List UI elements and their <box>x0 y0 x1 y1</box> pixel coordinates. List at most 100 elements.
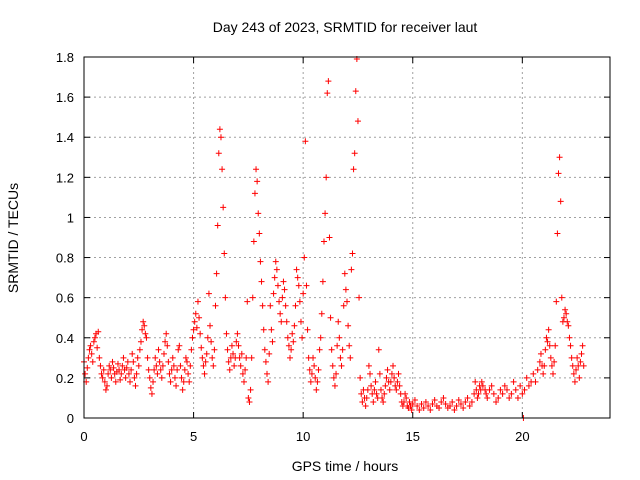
data-point <box>349 250 356 257</box>
data-point <box>569 362 576 369</box>
data-point <box>196 314 203 321</box>
data-point <box>523 374 530 381</box>
data-point <box>334 342 341 349</box>
data-point <box>251 190 258 197</box>
data-point <box>472 378 479 385</box>
data-point <box>377 386 384 393</box>
data-point <box>365 362 372 369</box>
data-point <box>240 378 247 385</box>
data-point <box>296 298 303 305</box>
data-point <box>440 394 447 401</box>
data-point <box>202 358 209 365</box>
data-point <box>108 374 115 381</box>
data-point <box>144 354 151 361</box>
data-point <box>181 366 188 373</box>
data-point <box>151 366 158 373</box>
data-point <box>381 390 388 397</box>
data-point <box>171 374 178 381</box>
data-point <box>308 370 315 377</box>
data-point <box>394 378 401 385</box>
data-point <box>99 374 106 381</box>
data-point <box>152 354 159 361</box>
plot-frame <box>83 56 611 419</box>
data-point <box>188 346 195 353</box>
data-point <box>514 394 521 401</box>
data-point <box>123 364 130 371</box>
data-point <box>116 366 123 373</box>
data-point <box>164 342 171 349</box>
data-point <box>170 362 177 369</box>
data-point <box>153 362 160 369</box>
data-point <box>119 362 126 369</box>
data-point <box>310 354 317 361</box>
data-point <box>306 366 313 373</box>
data-point <box>382 382 389 389</box>
data-point <box>224 346 231 353</box>
data-point <box>411 396 418 403</box>
x-tick-label: 15 <box>406 429 420 444</box>
x-tick-label: 10 <box>296 429 310 444</box>
data-point <box>96 354 103 361</box>
data-point <box>277 310 284 317</box>
data-point <box>495 394 502 401</box>
data-point <box>301 254 308 261</box>
data-point <box>551 358 558 365</box>
data-point <box>125 370 132 377</box>
data-point <box>154 370 161 377</box>
data-point <box>247 386 254 393</box>
data-point <box>577 358 584 365</box>
data-point <box>536 358 543 365</box>
data-point <box>289 330 296 337</box>
axes <box>83 56 611 419</box>
data-point <box>268 326 275 333</box>
y-tick-label: 0 <box>67 411 74 426</box>
data-point <box>379 394 386 401</box>
data-point <box>274 282 281 289</box>
data-point <box>573 366 580 373</box>
data-point <box>176 342 183 349</box>
data-point <box>133 370 140 377</box>
data-point <box>165 358 172 365</box>
data-point <box>318 310 325 317</box>
y-tick-label: 1 <box>67 210 74 225</box>
data-point <box>166 370 173 377</box>
data-point <box>508 390 515 397</box>
data-point <box>283 318 290 325</box>
data-point <box>319 278 326 285</box>
data-point <box>537 350 544 357</box>
data-point <box>576 374 583 381</box>
data-point <box>300 290 307 297</box>
data-point <box>550 370 557 377</box>
data-point <box>568 354 575 361</box>
data-point <box>466 402 473 409</box>
data-point <box>284 334 291 341</box>
data-point <box>352 88 359 95</box>
data-point <box>545 326 552 333</box>
data-point <box>484 394 491 401</box>
data-point <box>193 324 200 331</box>
data-point <box>146 374 153 381</box>
data-point <box>336 334 343 341</box>
x-axis-label: GPS time / hours <box>292 458 399 474</box>
data-point <box>344 298 350 305</box>
data-point <box>239 370 246 377</box>
data-point <box>541 362 548 369</box>
data-point <box>350 166 357 173</box>
data-point <box>340 302 347 309</box>
data-point <box>347 354 354 361</box>
data-point <box>89 358 96 365</box>
data-point <box>150 378 157 385</box>
data-point <box>521 386 528 393</box>
data-point <box>376 370 383 377</box>
data-point <box>198 344 205 351</box>
data-point <box>418 400 425 407</box>
data-point <box>565 322 572 329</box>
data-point <box>342 286 349 293</box>
data-point <box>449 398 456 405</box>
data-point <box>416 406 423 413</box>
data-point <box>339 346 346 353</box>
data-point <box>575 362 582 369</box>
data-point <box>548 362 555 369</box>
data-point <box>358 390 365 397</box>
